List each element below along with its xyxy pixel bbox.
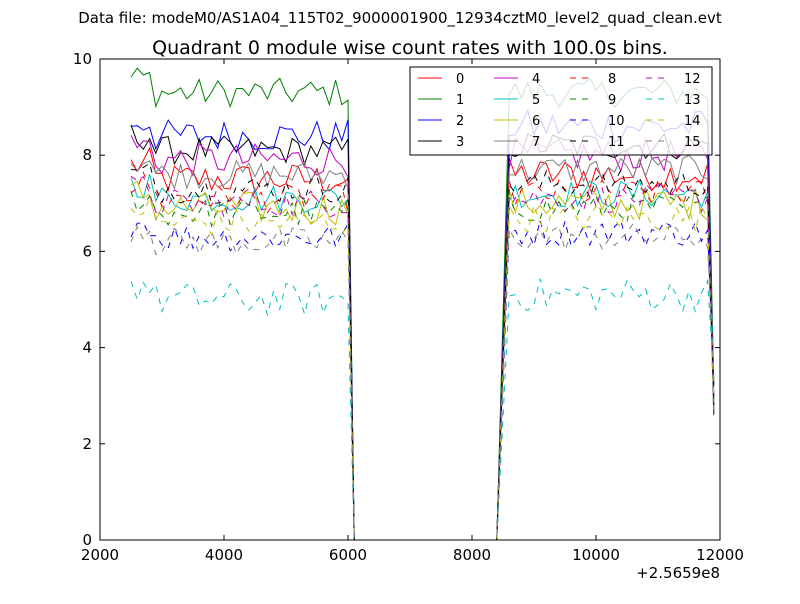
series-line-14 <box>130 196 715 540</box>
axes-frame <box>99 58 721 541</box>
legend-label-7: 7 <box>532 135 540 150</box>
x-tick-label: 10000 <box>572 546 620 564</box>
series-line-13 <box>130 278 715 540</box>
legend-label-12: 12 <box>684 72 701 87</box>
y-tick-label: 4 <box>82 339 92 357</box>
legend-label-0: 0 <box>456 72 464 87</box>
legend-label-13: 13 <box>684 93 701 108</box>
legend-label-11: 11 <box>608 135 625 150</box>
series-line-15 <box>130 222 715 540</box>
series-line-7 <box>130 154 715 540</box>
legend-label-3: 3 <box>456 135 464 150</box>
x-tick-label: 8000 <box>453 546 491 564</box>
chart-title: Quadrant 0 module wise count rates with … <box>152 37 668 59</box>
plot-area <box>130 67 715 540</box>
legend-label-1: 1 <box>456 93 464 108</box>
series-line-4 <box>130 134 715 540</box>
series-line-2 <box>130 108 715 540</box>
legend-label-9: 9 <box>608 93 616 108</box>
x-tick-label: 12000 <box>696 546 744 564</box>
legend-label-5: 5 <box>532 93 540 108</box>
series-line-10 <box>130 219 715 540</box>
suptitle: Data file: modeM0/AS1A04_115T02_90000019… <box>78 9 722 28</box>
series-line-5 <box>130 173 715 540</box>
x-tick-label: 2000 <box>81 546 119 564</box>
series-line-0 <box>130 146 715 540</box>
series-line-6 <box>130 180 715 540</box>
x-offset-label: +2.5659e8 <box>636 564 720 582</box>
y-tick-label: 0 <box>82 531 92 549</box>
y-tick-label: 6 <box>82 242 92 260</box>
legend-label-15: 15 <box>684 135 701 150</box>
legend-label-2: 2 <box>456 114 464 129</box>
x-tick-label: 4000 <box>205 546 243 564</box>
x-axis: 2000 4000 6000 8000 10000 12000 <box>81 59 744 564</box>
series-line-11 <box>130 162 715 540</box>
y-tick-label: 10 <box>73 50 92 68</box>
y-tick-label: 2 <box>82 435 92 453</box>
legend-label-6: 6 <box>532 114 540 129</box>
legend-label-14: 14 <box>684 114 701 129</box>
legend-label-10: 10 <box>608 114 625 129</box>
legend-box <box>409 66 713 156</box>
legend-label-8: 8 <box>608 72 616 87</box>
x-tick-label: 6000 <box>329 546 367 564</box>
series-line-9 <box>130 191 715 540</box>
legend-label-4: 4 <box>532 72 540 87</box>
series-line-12 <box>130 175 715 540</box>
y-tick-label: 8 <box>82 146 92 164</box>
series-line-8 <box>130 171 715 540</box>
